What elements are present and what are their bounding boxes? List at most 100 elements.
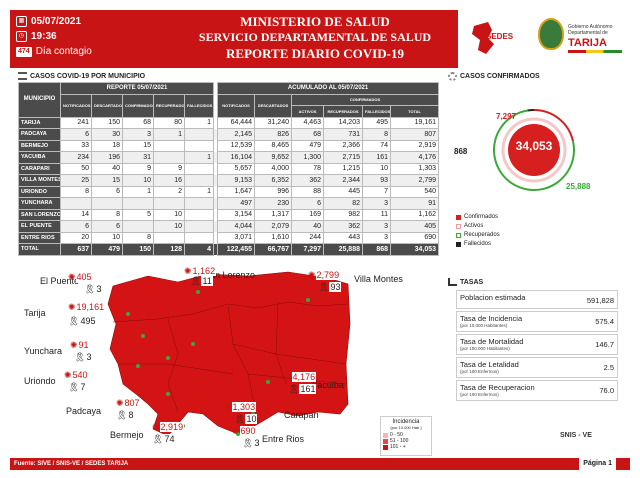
map-deaths-padcaya: 8 bbox=[127, 410, 135, 420]
bar-chart-icon bbox=[448, 278, 457, 286]
map-label-uriondo: Uriondo bbox=[24, 376, 56, 386]
table-row: BERMEJO 33 18 15 12,539 8,465 479 2,366 74 2,919 bbox=[18, 139, 440, 152]
logos-area: SEDES Gobierno Autónomo Departamental de… bbox=[458, 10, 630, 68]
report-cell bbox=[153, 151, 185, 164]
map-deaths-villa-montes: 93 bbox=[329, 282, 342, 292]
acumulado-cell: 93 bbox=[362, 174, 391, 187]
acumulado-cell: 82 bbox=[323, 197, 363, 210]
municipio-name: TARIJA bbox=[18, 116, 61, 129]
ribbon-icon: 🎗 bbox=[68, 316, 80, 326]
map-cases-group: ✺1,303 bbox=[224, 402, 257, 413]
ribbon-icon: 🎗 bbox=[242, 438, 254, 448]
report-cell: 6 bbox=[60, 128, 92, 141]
municipio-table: MUNICIPIO REPORTE 05/07/2021 ACUMULADO A… bbox=[18, 82, 440, 256]
acumulado-cell: 405 bbox=[389, 220, 440, 233]
report-cell: 8 bbox=[60, 185, 92, 198]
acumulado-cell: 479 bbox=[291, 139, 324, 152]
virus-icon: ✺ bbox=[64, 370, 72, 380]
section-municipio-label: CASOS COVID-19 POR MUNICIPIO bbox=[30, 72, 146, 80]
municipio-name: TOTAL bbox=[18, 243, 61, 256]
ribbon-icon: 🎗 bbox=[318, 282, 330, 292]
ribbon-icon: 🎗 bbox=[288, 384, 300, 394]
map-label-el-puente: El Puente bbox=[40, 276, 80, 286]
map-label-padcaya: Padcaya bbox=[66, 406, 102, 416]
map-deaths-yunchara: 3 bbox=[85, 352, 93, 362]
report-cell: 50 bbox=[60, 162, 92, 175]
acumulado-cell: 230 bbox=[254, 197, 292, 210]
map-deaths-yacuiba: 161 bbox=[299, 384, 317, 394]
title-line-2: SERVICIO DEPARTAMENTAL DE SALUD bbox=[198, 30, 432, 44]
acumulado-cell: 8 bbox=[362, 128, 391, 141]
incidence-legend: Incidencia (por 10.000 Hab.) 0 - 50 51 -… bbox=[380, 416, 432, 456]
report-title: MINISTERIO DE SALUD SERVICIO DEPARTAMENT… bbox=[160, 14, 470, 62]
table-row: URIONDO 8 6 1 2 1 1,647 996 88 445 7 540 bbox=[18, 185, 440, 198]
map-deaths-group: 🎗3 bbox=[84, 284, 103, 295]
acumulado-cell: 1,303 bbox=[389, 162, 440, 175]
tarija-logo-text: TARIJA bbox=[568, 37, 607, 49]
map-deaths-el-puente: 3 bbox=[95, 284, 103, 294]
acumulado-cell: 3,071 bbox=[217, 231, 255, 244]
acumulado-cell: 6,352 bbox=[254, 174, 292, 187]
acumulado-cell: 7 bbox=[362, 185, 391, 198]
flag-strip bbox=[568, 50, 622, 53]
acumulado-cell: 88 bbox=[291, 185, 324, 198]
virus-icon: ✺ bbox=[116, 398, 124, 408]
report-cell: 10 bbox=[153, 220, 185, 233]
col-c-fallecidos: FALLECIDOS bbox=[362, 105, 391, 118]
map-deaths-group: 🎗74 bbox=[152, 434, 176, 445]
acumulado-cell: 1,647 bbox=[217, 185, 255, 198]
ribbon-icon: 🎗 bbox=[190, 276, 202, 286]
acumulado-cell: 4,000 bbox=[254, 162, 292, 175]
map-deaths-group: 🎗8 bbox=[116, 410, 135, 421]
acumulado-cell: 3,154 bbox=[217, 208, 255, 221]
rate-sub: (por 100 Enfermos) bbox=[460, 369, 499, 374]
report-cell: 10 bbox=[153, 208, 185, 221]
report-cell bbox=[184, 231, 214, 244]
acumulado-cell: 731 bbox=[323, 128, 363, 141]
acumulado-cell: 161 bbox=[362, 151, 391, 164]
map-deaths-carapari: 10 bbox=[245, 414, 258, 424]
acumulado-cell: 2,919 bbox=[389, 139, 440, 152]
table-row: PADCAYA 6 30 3 1 2,145 826 68 731 8 807 bbox=[18, 128, 440, 141]
government-name: Gobierno Autónomo Departamental de bbox=[568, 24, 613, 36]
acumulado-cell: 9,652 bbox=[254, 151, 292, 164]
acumulado-cell: 4,176 bbox=[389, 151, 440, 164]
legend-activos: Activos bbox=[456, 222, 500, 231]
ribbon-icon: 🎗 bbox=[68, 382, 80, 392]
rate-value: 146.7 bbox=[595, 340, 614, 349]
fallecidos-value: 868 bbox=[454, 147, 468, 156]
section-tasas-label: TASAS bbox=[460, 278, 484, 286]
map-cases-entre-rios: 690 bbox=[239, 426, 257, 436]
map-cases-yacuiba: 4,176 bbox=[291, 372, 317, 382]
acumulado-cell: 497 bbox=[217, 197, 255, 210]
map-cases-bermejo: 2,919 bbox=[159, 422, 185, 432]
virus-icon: ✺ bbox=[184, 266, 192, 276]
rate-row: Tasa de Recuperacion (por 100 Enfermos) 76… bbox=[456, 380, 618, 401]
rate-name: Tasa de Letalidad bbox=[460, 360, 519, 369]
rates-panel: Poblacion estimada 591,828 Tasa de Inciden… bbox=[456, 290, 618, 403]
report-cell: 479 bbox=[91, 243, 123, 256]
map-cases-group: ✺405 bbox=[68, 272, 93, 283]
table-row: TARIJA 241 150 68 80 1 64,444 31,240 4,463 14,203… bbox=[18, 116, 440, 129]
map-deaths-tarija: 495 bbox=[79, 316, 97, 326]
table-row: VILLA MONTES 25 15 10 16 9,153 6,352 362 2,344 93… bbox=[18, 174, 440, 187]
report-cell: 3 bbox=[122, 128, 154, 141]
col-a-descartados: DESCARTADOS bbox=[254, 93, 292, 118]
report-cell bbox=[184, 128, 214, 141]
acumulado-cell: 1,317 bbox=[254, 208, 292, 221]
acumulado-cell: 19,161 bbox=[389, 116, 440, 129]
rate-row: Poblacion estimada 591,828 bbox=[456, 290, 618, 309]
legend-fallecidos: Fallecidos bbox=[456, 240, 500, 249]
tarija-map: El Puente ✺405 🎗3 San Lorenzo ✺1,162 🎗11 Villa… bbox=[18, 264, 438, 454]
acumulado-cell: 4,044 bbox=[217, 220, 255, 233]
table-row: YACUIBA 234 196 31 1 16,104 9,652 1,300 2,715 161… bbox=[18, 151, 440, 164]
map-cases-group: ✺540 bbox=[64, 370, 89, 381]
report-cell: 20 bbox=[60, 231, 92, 244]
group-confirmados: CONFIRMADOS bbox=[290, 93, 440, 106]
acumulado-cell: 2,366 bbox=[323, 139, 363, 152]
report-header: ▦ 05/07/2021 ◷ 19:36 474 Día contagio MINIS… bbox=[10, 10, 630, 68]
map-deaths-group: 🎗161 bbox=[288, 384, 317, 395]
acumulado-cell: 74 bbox=[362, 139, 391, 152]
donut-center bbox=[508, 124, 560, 176]
map-deaths-bermejo: 74 bbox=[163, 434, 176, 444]
